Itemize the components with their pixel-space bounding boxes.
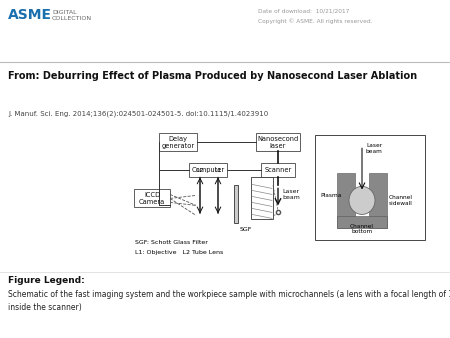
Text: L1: L1 [214, 168, 222, 173]
Text: Channel
sidewall: Channel sidewall [389, 195, 413, 206]
Text: Laser
beam: Laser beam [366, 143, 383, 154]
FancyBboxPatch shape [134, 189, 170, 208]
Text: DIGITAL
COLLECTION: DIGITAL COLLECTION [52, 10, 92, 21]
Text: J. Manuf. Sci. Eng. 2014;136(2):024501-024501-5. doi:10.1115/1.4023910: J. Manuf. Sci. Eng. 2014;136(2):024501-0… [8, 111, 268, 117]
Ellipse shape [349, 187, 375, 214]
Text: Schematic of the fast imaging system and the workpiece sample with microchannels: Schematic of the fast imaging system and… [8, 290, 450, 312]
FancyBboxPatch shape [256, 134, 300, 151]
Text: L2: L2 [196, 168, 204, 173]
Text: Scanner: Scanner [265, 167, 292, 173]
FancyBboxPatch shape [159, 134, 197, 151]
Text: Date of download:  10/21/2017: Date of download: 10/21/2017 [258, 8, 349, 13]
Text: ICCD
Camera: ICCD Camera [139, 192, 165, 205]
Text: Figure Legend:: Figure Legend: [8, 276, 85, 285]
Text: Plasma: Plasma [320, 193, 342, 198]
FancyBboxPatch shape [251, 177, 273, 219]
FancyBboxPatch shape [369, 173, 387, 228]
Text: Computer: Computer [191, 167, 225, 173]
Text: Nanosecond
laser: Nanosecond laser [257, 136, 299, 149]
Text: From: Deburring Effect of Plasma Produced by Nanosecond Laser Ablation: From: Deburring Effect of Plasma Produce… [8, 71, 417, 81]
FancyBboxPatch shape [261, 164, 295, 177]
FancyBboxPatch shape [337, 216, 387, 228]
FancyBboxPatch shape [189, 164, 227, 177]
FancyBboxPatch shape [315, 136, 425, 240]
FancyBboxPatch shape [234, 186, 238, 223]
Text: Laser
beam: Laser beam [282, 189, 300, 200]
Text: L1: Objective   L2 Tube Lens: L1: Objective L2 Tube Lens [135, 250, 223, 256]
Text: SGF: SGF [240, 227, 252, 233]
Text: Delay
generator: Delay generator [162, 136, 194, 149]
Text: Channel
bottom: Channel bottom [350, 224, 374, 235]
FancyBboxPatch shape [337, 173, 355, 228]
Text: Copyright © ASME. All rights reserved.: Copyright © ASME. All rights reserved. [258, 18, 373, 24]
Text: ASME: ASME [8, 8, 52, 22]
Text: SGF: Schott Glass Filter: SGF: Schott Glass Filter [135, 240, 208, 245]
